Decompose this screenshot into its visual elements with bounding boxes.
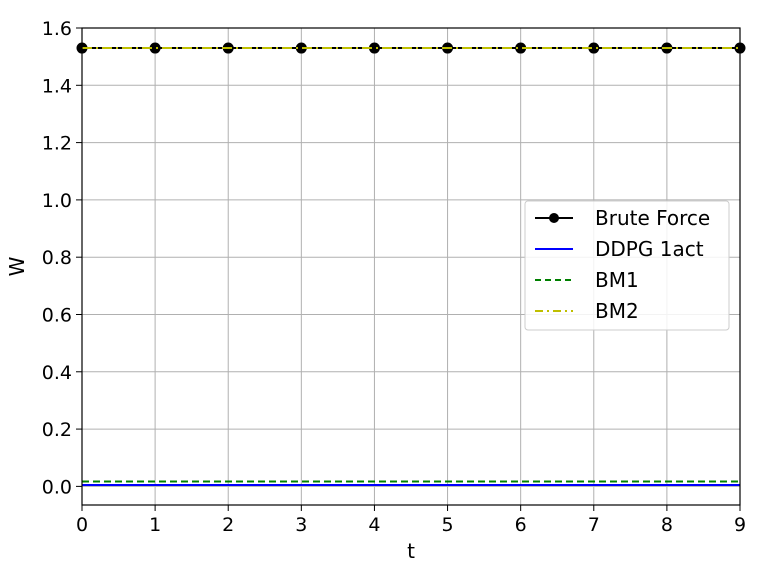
x-tick-label: 4 (368, 514, 380, 536)
y-tick-label: 0.0 (42, 476, 72, 498)
x-tick-label: 9 (734, 514, 746, 536)
x-tick-label: 1 (149, 514, 161, 536)
y-tick-label: 1.2 (42, 133, 72, 155)
y-tick-label: 1.0 (42, 190, 72, 212)
legend-label: BM1 (595, 268, 639, 292)
legend-label: BM2 (595, 299, 639, 323)
y-axis-label: W (5, 256, 29, 276)
series-layer (76, 42, 746, 486)
x-tick-label: 5 (442, 514, 454, 536)
plot-frame (81, 27, 741, 506)
y-tick-label: 1.4 (42, 75, 72, 97)
legend-box (524, 200, 730, 331)
y-tick-label: 0.8 (42, 247, 72, 269)
x-tick-label: 7 (588, 514, 600, 536)
y-tick-label: 0.4 (42, 362, 72, 384)
x-axis-label: t (407, 539, 415, 563)
y-tick-label: 1.6 (42, 18, 72, 40)
axis-ticks: 0 1 2 3 4 5 6 7 8 9 0.0 0.2 0.4 0.6 0.8 1.0 1.2 1.4 1.6 (42, 18, 746, 536)
x-tick-label: 0 (76, 514, 88, 536)
y-tick-label: 0.6 (42, 304, 72, 326)
x-tick-label: 3 (295, 514, 307, 536)
legend-marker (549, 213, 559, 223)
y-tick-label: 0.2 (42, 419, 72, 441)
legend: Brute Force DDPG 1act BM1 BM2 (524, 200, 730, 331)
legend-label: DDPG 1act (595, 237, 704, 261)
x-tick-label: 2 (222, 514, 234, 536)
x-tick-label: 8 (661, 514, 673, 536)
legend-label: Brute Force (595, 206, 710, 230)
x-tick-label: 6 (515, 514, 527, 536)
